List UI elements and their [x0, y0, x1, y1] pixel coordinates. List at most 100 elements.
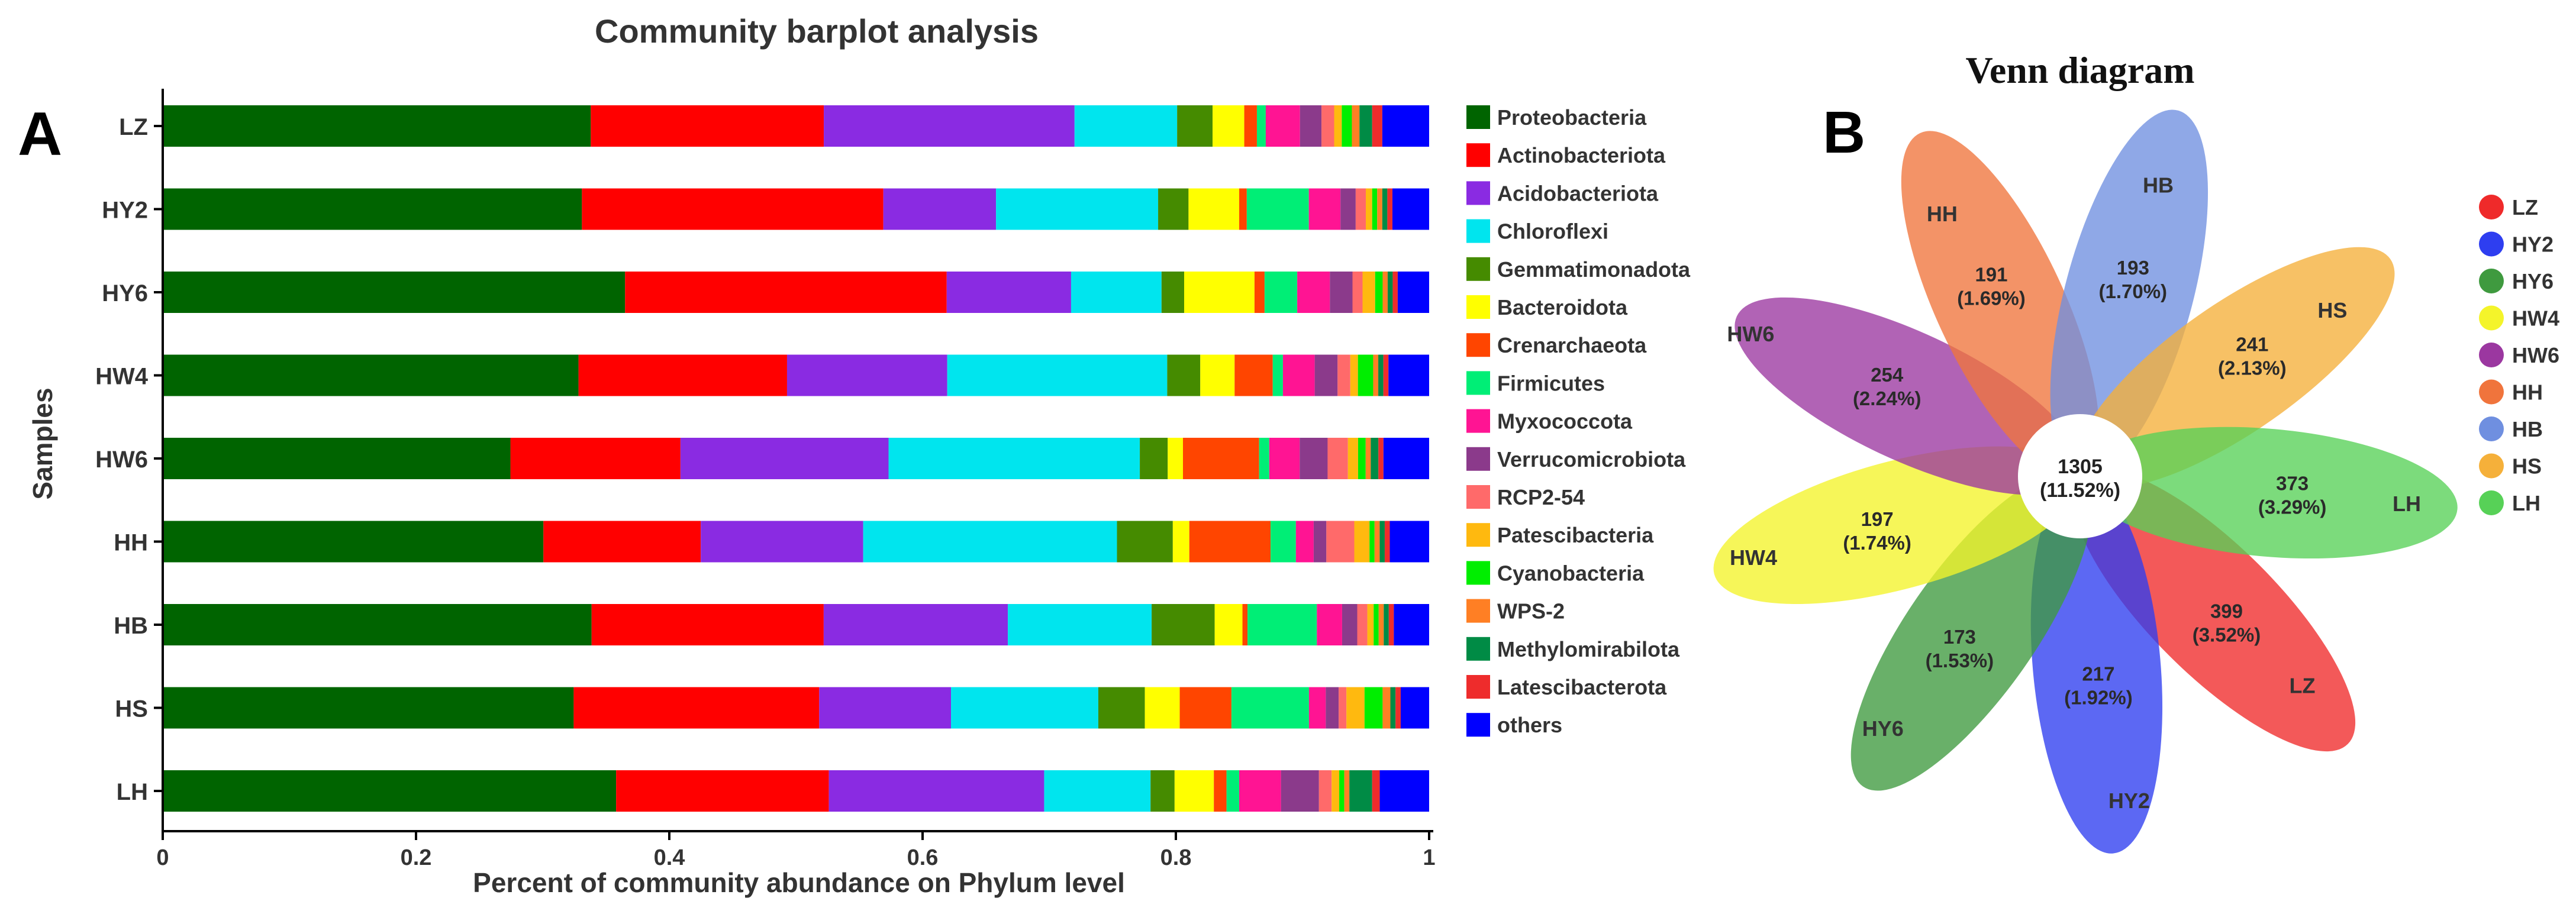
bar-segment-hb-others	[1394, 604, 1429, 645]
bar-segment-hs-proteobacteria	[163, 687, 574, 729]
legend-swatch-bacteroidota	[1466, 295, 1490, 319]
bar-segment-hy2-wps-2	[1377, 188, 1382, 230]
venn-legend: LZ HY2 HY6 HW4 HW6 HH HB HS LH	[2479, 195, 2559, 515]
bar-segment-hy2-rcp2-54	[1355, 188, 1366, 230]
bar-segment-hs-patescibacteria	[1346, 687, 1365, 729]
barplot-title: Community barplot analysis	[595, 12, 1039, 50]
bar-segment-lh-methylomirabilota	[1349, 770, 1372, 812]
bar-segment-hw6-verrucomicrobiota	[1300, 438, 1328, 479]
legend-label-verrucomicrobiota: Verrucomicrobiota	[1497, 447, 1686, 471]
bar-segment-hw6-methylomirabilota	[1371, 438, 1379, 479]
bar-segment-hw4-myxococcota	[1282, 354, 1315, 396]
legend-swatch-myxococcota	[1466, 409, 1490, 433]
venn-count-hs: 241	[2236, 333, 2268, 355]
legend-swatch-rcp2-54	[1466, 485, 1490, 509]
legend-label-methylomirabilota: Methylomirabilota	[1497, 637, 1680, 661]
y-tick-label-hw4: HW4	[95, 364, 149, 390]
venn-count-lz: 399	[2210, 600, 2243, 622]
venn-set-name-hw4: HW4	[1730, 545, 1777, 570]
venn-legend-dot-lh	[2479, 490, 2504, 515]
venn-legend-dot-hh	[2479, 379, 2504, 405]
bar-segment-hb-crenarchaeota	[1242, 604, 1248, 645]
venn-legend-label-lh: LH	[2512, 491, 2540, 515]
venn-count-hy6: 173	[1943, 626, 1976, 648]
bar-segment-lz-acidobacteriota	[824, 105, 1075, 147]
bar-segment-hh-actinobacteriota	[543, 521, 701, 563]
bar-segment-hy2-actinobacteriota	[582, 188, 884, 230]
bar-segment-hy2-myxococcota	[1308, 188, 1341, 230]
bar-segment-hs-bacteroidota	[1144, 687, 1180, 729]
bar-segment-hh-patescibacteria	[1354, 521, 1370, 563]
bar-segment-hy2-methylomirabilota	[1382, 188, 1388, 230]
legend-swatch-gemmatimonadota	[1466, 257, 1490, 281]
venn-legend-label-hs: HS	[2512, 454, 2542, 479]
bar-segment-hy6-crenarchaeota	[1254, 272, 1265, 313]
legend-label-gemmatimonadota: Gemmatimonadota	[1497, 257, 1691, 282]
bar-segment-hw6-crenarchaeota	[1183, 438, 1259, 479]
y-tick-label-lh: LH	[117, 779, 148, 805]
venn-petal-group-hs	[2075, 247, 2395, 489]
bar-segment-hb-gemmatimonadota	[1152, 604, 1215, 645]
venn-petal-hy6	[1850, 471, 2093, 791]
legend-label-rcp2-54: RCP2-54	[1497, 485, 1585, 509]
bar-segment-hw4-wps-2	[1373, 354, 1379, 396]
y-tick-label-hb: HB	[114, 613, 148, 639]
venn-legend-dot-lz	[2479, 195, 2504, 219]
bar-segment-hh-latescibacterota	[1384, 521, 1390, 563]
x-tick-label: 1	[1423, 845, 1435, 870]
y-tick-label-hh: HH	[114, 530, 148, 556]
y-tick-label-lz: LZ	[119, 114, 148, 140]
barplot-y-axis-label: Samples	[27, 387, 58, 499]
venn-legend-label-hy2: HY2	[2512, 232, 2554, 257]
venn-core-circle	[2018, 414, 2142, 538]
venn-petal-group-hh	[1901, 131, 2099, 479]
bar-segment-hy6-bacteroidota	[1184, 272, 1255, 313]
bar-segment-hb-verrucomicrobiota	[1342, 604, 1358, 645]
bar-segment-hh-crenarchaeota	[1189, 521, 1271, 563]
bar-segment-hy2-bacteroidota	[1188, 188, 1239, 230]
bar-segment-hh-rcp2-54	[1326, 521, 1355, 563]
bar-segment-hy2-patescibacteria	[1366, 188, 1372, 230]
panel-a-label: A	[18, 100, 62, 169]
bar-segment-hy6-latescibacterota	[1392, 272, 1398, 313]
legend-label-firmicutes: Firmicutes	[1497, 371, 1605, 395]
bar-segment-lh-cyanobacteria	[1339, 770, 1345, 812]
bar-segment-hh-others	[1389, 521, 1429, 563]
y-tick-label-hy6: HY6	[102, 280, 148, 306]
legend-label-latescibacterota: Latescibacterota	[1497, 675, 1667, 699]
legend-swatch-wps-2	[1466, 599, 1490, 623]
bar-segment-hw4-acidobacteriota	[786, 354, 947, 396]
bar-segment-hw4-proteobacteria	[163, 354, 579, 396]
x-ticks: 0 0.2 0.4 0.6 0.8 1	[156, 831, 1436, 870]
legend-swatch-latescibacterota	[1466, 675, 1490, 699]
bar-segment-hw6-rcp2-54	[1327, 438, 1348, 479]
bar-segment-hs-actinobacteriota	[573, 687, 820, 729]
legend-swatch-verrucomicrobiota	[1466, 447, 1490, 471]
bar-segment-hh-proteobacteria	[163, 521, 544, 563]
venn-legend-dot-hy2	[2479, 231, 2504, 257]
venn-petal-lh	[2080, 427, 2458, 559]
bar-segment-hs-rcp2-54	[1339, 687, 1347, 729]
bar-segment-hy6-others	[1397, 272, 1429, 313]
bar-segment-hy2-cyanobacteria	[1372, 188, 1378, 230]
bar-segment-hb-cyanobacteria	[1374, 604, 1379, 645]
bar-segment-hw6-bacteroidota	[1168, 438, 1184, 479]
bar-segment-hw6-wps-2	[1365, 438, 1371, 479]
venn-legend-label-hh: HH	[2512, 380, 2543, 405]
bar-segment-lz-actinobacteriota	[591, 105, 824, 147]
venn-legend-dot-hw4	[2479, 305, 2504, 331]
bar-segment-hh-firmicutes	[1270, 521, 1296, 563]
bar-segment-hs-firmicutes	[1231, 687, 1309, 729]
bar-segment-lz-chloroflexi	[1074, 105, 1178, 147]
venn-legend-label-hw6: HW6	[2512, 343, 2559, 367]
venn-set-name-hy2: HY2	[2108, 789, 2150, 813]
bar-segment-lz-verrucomicrobiota	[1300, 105, 1322, 147]
legend-label-actinobacteriota: Actinobacteriota	[1497, 143, 1666, 167]
legend-swatch-patescibacteria	[1466, 523, 1490, 547]
stacked-bars	[163, 105, 1429, 812]
bar-segment-hs-latescibacterota	[1395, 687, 1401, 729]
legend-label-chloroflexi: Chloroflexi	[1497, 219, 1608, 244]
bar-segment-hs-acidobacteriota	[819, 687, 952, 729]
bar-segment-hh-wps-2	[1374, 521, 1380, 563]
